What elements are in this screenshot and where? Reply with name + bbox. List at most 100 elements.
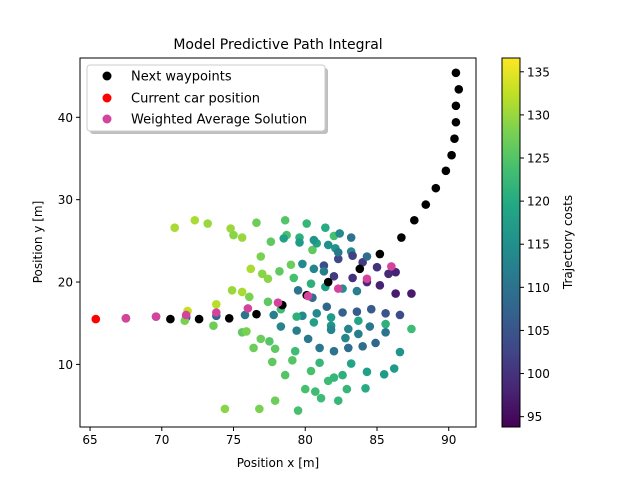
trajectory-point	[257, 269, 267, 279]
waypoint-point	[224, 313, 234, 323]
waypoint-point	[194, 314, 204, 324]
trajectory-point	[338, 308, 347, 317]
trajectory-point	[391, 289, 400, 298]
trajectory-point	[323, 240, 333, 250]
trajectory-point	[335, 229, 344, 238]
average-solution-point	[181, 310, 191, 320]
trajectory-point	[256, 334, 266, 344]
trajectory-point	[352, 307, 362, 316]
trajectory-point	[348, 251, 357, 260]
trajectory-point	[227, 285, 237, 295]
average-solution-point	[387, 262, 396, 271]
trajectory-point	[322, 302, 332, 312]
trajectory-point	[361, 383, 370, 393]
waypoint-point	[451, 117, 461, 127]
trajectory-point	[270, 344, 280, 354]
trajectory-point	[362, 252, 372, 261]
waypoint-point	[375, 249, 385, 259]
legend-marker-car	[102, 93, 112, 103]
trajectory-point	[226, 224, 235, 233]
trajectory-point	[240, 310, 250, 320]
trajectory-point	[220, 404, 230, 414]
trajectory-point	[372, 262, 382, 272]
y-tick-label: 40	[58, 111, 73, 125]
legend-marker-waypoints	[102, 71, 112, 81]
average-solution-marks	[121, 262, 396, 323]
trajectory-point	[300, 384, 310, 394]
trajectory-point	[302, 219, 311, 228]
x-tick-label: 80	[298, 433, 313, 447]
trajectory-point	[263, 297, 273, 307]
car-position-point	[91, 314, 101, 324]
trajectory-point	[315, 343, 324, 353]
x-tick-label: 75	[226, 433, 241, 447]
trajectory-point	[316, 393, 326, 403]
trajectory-point	[358, 341, 367, 351]
trajectory-point	[352, 286, 362, 296]
waypoint-point	[323, 277, 333, 287]
trajectory-point	[319, 267, 329, 276]
trajectory-point	[395, 347, 405, 357]
colorbar-tick-label: 105	[527, 324, 550, 338]
colorbar-tick-label: 135	[527, 65, 550, 79]
trajectory-point	[229, 230, 238, 240]
x-axis-ticks: 65 70 75 80 85 90	[82, 427, 456, 447]
trajectory-point	[270, 396, 280, 405]
legend-marker-average	[102, 114, 112, 124]
waypoint-marks	[166, 68, 464, 324]
trajectory-point	[326, 313, 336, 322]
average-solution-point	[273, 298, 283, 307]
trajectory-point	[344, 343, 353, 353]
trajectory-point	[365, 322, 375, 331]
trajectory-point	[292, 312, 301, 321]
colorbar-label: Trajectory costs	[561, 195, 575, 290]
colorbar-tick-label: 120	[527, 195, 550, 209]
trajectory-point	[407, 289, 416, 298]
x-tick-label: 70	[154, 433, 169, 447]
trajectory-point	[329, 373, 339, 382]
plot-area: 65 70 75 80 85 90 10 20 30 40	[58, 57, 477, 447]
trajectory-point	[395, 310, 405, 320]
trajectory-point	[346, 359, 356, 368]
trajectory-point	[275, 267, 284, 276]
colorbar-gradient	[501, 57, 521, 428]
trajectory-point	[280, 215, 290, 225]
trajectory-point	[212, 299, 221, 309]
colorbar-tick-label: 125	[527, 152, 550, 166]
trajectory-point	[312, 309, 322, 318]
trajectory-point	[321, 223, 330, 232]
trajectory-point	[252, 218, 261, 228]
colorbar-ticks: 95 100 105 110 115 120 125 130 135	[520, 65, 550, 424]
y-axis-ticks: 10 20 30 40	[58, 111, 80, 372]
legend-label-average: Weighted Average Solution	[131, 113, 307, 128]
trajectory-point	[308, 245, 317, 255]
trajectory-point	[276, 322, 286, 331]
trajectory-point	[342, 384, 352, 394]
trajectory-point	[333, 396, 343, 405]
colorbar-tick-label: 115	[527, 238, 550, 252]
average-solution-point	[362, 274, 372, 284]
trajectory-point	[381, 319, 390, 329]
legend-label-waypoints: Next waypoints	[131, 70, 232, 85]
legend-label-car: Current car position	[131, 92, 260, 107]
trajectory-point	[303, 334, 313, 344]
colorbar-tick-label: 110	[527, 281, 550, 295]
trajectory-point	[346, 233, 356, 242]
trajectory-point	[306, 279, 316, 288]
trajectory-point	[289, 273, 299, 283]
trajectory-point	[298, 259, 307, 269]
colorbar-tick-label: 100	[527, 367, 550, 381]
trajectory-point	[242, 327, 251, 336]
axes-frame	[79, 57, 477, 428]
trajectory-point	[286, 260, 296, 270]
trajectory-point	[237, 233, 247, 242]
trajectory-point	[407, 324, 416, 334]
waypoint-point	[421, 200, 431, 209]
colorbar: 95 100 105 110 115 120 125 130 135 Trajectory co…	[501, 57, 575, 428]
trajectory-point	[293, 285, 303, 295]
trajectory-point	[389, 364, 399, 373]
waypoint-point	[450, 134, 459, 144]
average-solution-point	[243, 304, 253, 313]
waypoint-point	[441, 166, 451, 176]
trajectory-point	[362, 367, 372, 377]
